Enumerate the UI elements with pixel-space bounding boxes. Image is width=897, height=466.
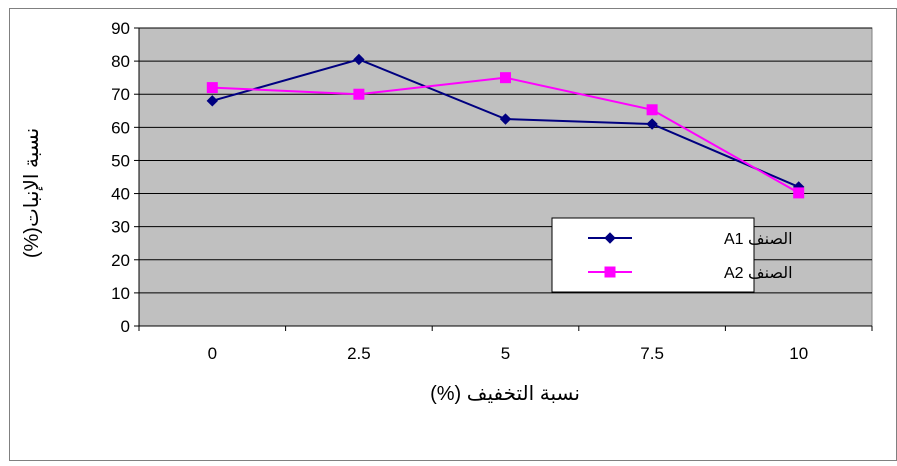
- y-tick-label: 80: [111, 52, 130, 71]
- y-tick-label: 0: [121, 317, 130, 336]
- y-tick-label: 10: [111, 284, 130, 303]
- y-tick-label: 50: [111, 151, 130, 170]
- data-point: [499, 113, 512, 125]
- gridlines: [139, 27, 872, 294]
- data-point: [793, 187, 805, 199]
- legend-item: الصنف A2: [588, 265, 793, 282]
- data-point: [206, 95, 219, 107]
- x-tick-label: 5: [501, 344, 510, 363]
- data-point: [646, 118, 658, 130]
- legend-label: الصنف A2: [724, 265, 793, 282]
- y-axis-title: نسبة الإنبات(%): [21, 128, 43, 258]
- y-tick-labels: 0 10 20 30 40 50 60 70 80 90: [111, 19, 130, 336]
- legend-label: الصنف A1: [724, 231, 793, 248]
- legend-items: الصنف A1 الصنف A2: [588, 231, 793, 282]
- y-tick-label: 90: [111, 19, 130, 38]
- x-tick-label: 2.5: [347, 344, 371, 363]
- x-tick-labels: 0 2.5 5 7.5 10: [208, 344, 809, 363]
- data-point: [646, 104, 658, 116]
- y-tick-label: 40: [111, 185, 130, 204]
- y-tick-label: 60: [111, 118, 130, 137]
- axes: [134, 27, 873, 331]
- y-tick-label: 30: [111, 218, 130, 237]
- legend-item: الصنف A1: [588, 231, 793, 248]
- legend-marker: [604, 266, 616, 278]
- data-point: [353, 53, 365, 66]
- data-point: [500, 72, 511, 84]
- series-1: [206, 53, 805, 193]
- series-2: [206, 72, 805, 199]
- x-tick-label: 0: [208, 344, 217, 363]
- x-axis-title: نسبة التخفيف (%): [430, 383, 580, 405]
- legend-box: [551, 217, 755, 293]
- x-tick-label: 10: [789, 344, 808, 363]
- data-point: [353, 88, 365, 100]
- y-tick-label: 70: [111, 85, 130, 104]
- y-tick-label: 20: [111, 251, 130, 270]
- x-tick-label: 7.5: [640, 344, 664, 363]
- data-point: [206, 82, 218, 94]
- series-lines: [206, 53, 805, 199]
- legend: الصنف A1 الصنف A2: [551, 217, 793, 293]
- legend-marker: [604, 232, 616, 244]
